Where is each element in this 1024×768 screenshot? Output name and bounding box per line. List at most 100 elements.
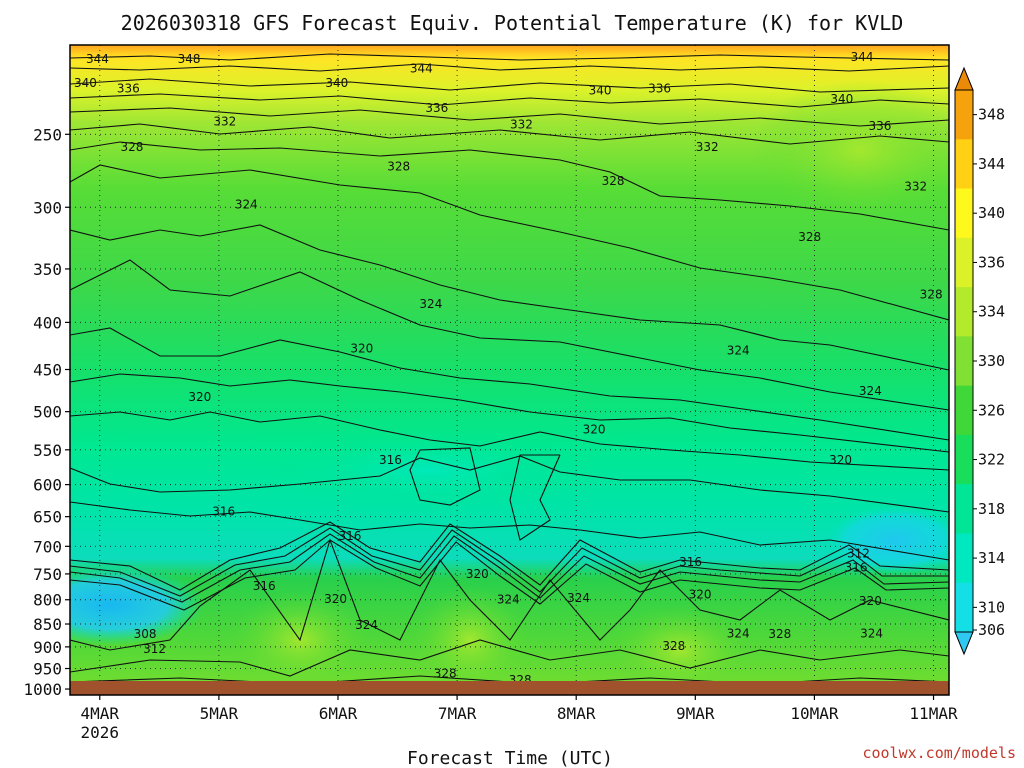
y-tick-label: 500 — [33, 403, 62, 422]
colorbar-segment — [955, 385, 973, 436]
contour-line — [70, 533, 949, 603]
terrain-bar — [70, 681, 949, 695]
contour-line — [70, 141, 949, 231]
contour-line — [70, 53, 949, 61]
contour-line — [70, 327, 949, 441]
warm-core-2 — [410, 585, 530, 695]
contour-label: 320 — [466, 567, 489, 581]
colorbar-segment — [955, 434, 973, 485]
x-tick-label: 7MAR — [438, 704, 477, 723]
contour-line — [509, 454, 561, 541]
credit-text: coolwx.com/models — [862, 744, 1016, 762]
contour-line — [70, 521, 949, 591]
colorbar-segment — [955, 484, 973, 534]
contour-line — [70, 78, 949, 93]
contour-label: 328 — [798, 230, 821, 244]
colorbar-segment — [955, 237, 973, 288]
contour-line — [70, 164, 949, 321]
contour-label: 328 — [662, 639, 685, 653]
contour-label: 336 — [868, 119, 891, 133]
contour-label: 328 — [768, 627, 791, 641]
contour-label: 316 — [253, 579, 276, 593]
colorbar-label: 340 — [978, 204, 1005, 222]
contour-label: 312 — [143, 642, 166, 656]
x-tick-label: 11MAR — [909, 704, 958, 723]
colorbar-label: 306 — [978, 621, 1005, 639]
contour-label: 344 — [410, 61, 433, 75]
contour-line — [70, 501, 949, 561]
contour-label: 324 — [419, 297, 442, 311]
colorbar-segment — [955, 188, 973, 239]
y-tick-label: 250 — [33, 125, 62, 144]
contour-label: 316 — [212, 505, 235, 519]
contour-label: 328 — [434, 667, 457, 681]
contour-label: 308 — [134, 627, 157, 641]
contour-line — [70, 93, 949, 108]
contour-line — [70, 224, 949, 371]
y-tick-label: 700 — [33, 537, 62, 556]
contour-label: 324 — [727, 343, 750, 357]
contour-label: 324 — [355, 618, 378, 632]
y-tick-label: 950 — [33, 660, 62, 679]
colorbar-segment — [955, 533, 973, 584]
x-tick-label: 9MAR — [676, 704, 715, 723]
contour-label: 332 — [213, 114, 236, 128]
contour-label: 312 — [847, 547, 870, 561]
grid-lines — [70, 45, 949, 695]
colorbar-label: 322 — [978, 451, 1005, 469]
colorbar-label: 348 — [978, 106, 1005, 124]
contour-label: 348 — [178, 52, 201, 66]
y-tick-label: 600 — [33, 476, 62, 495]
contour-label: 336 — [648, 82, 671, 96]
contour-label: 336 — [117, 82, 140, 96]
contour-label: 316 — [845, 560, 868, 574]
colorbar-label: 330 — [978, 352, 1005, 370]
y-tick-label: 800 — [33, 591, 62, 610]
contour-label: 340 — [74, 76, 97, 90]
contour-label: 328 — [602, 174, 625, 188]
colorbar-segment — [955, 287, 973, 337]
contour-label: 320 — [829, 453, 852, 467]
contour-line — [70, 259, 949, 411]
contour-line — [70, 538, 949, 651]
contour-label: 332 — [510, 118, 533, 132]
colorbar: 348 344 340 336 334 330 326 322 318 314 310 306 — [954, 66, 1005, 656]
contour-label: 332 — [904, 180, 927, 194]
contour-label: 320 — [324, 592, 347, 606]
contour-line — [70, 455, 949, 513]
contour-line — [70, 373, 949, 453]
y-tick-label: 850 — [33, 615, 62, 634]
contour-label: 340 — [830, 92, 853, 106]
colorbar-label: 318 — [978, 500, 1005, 518]
colorbar-segment — [955, 90, 973, 140]
contour-line — [70, 107, 949, 127]
x-tick-sublabel: 2026 — [81, 723, 120, 742]
contour-label: 316 — [338, 529, 361, 543]
y-tick-label: 900 — [33, 638, 62, 657]
y-tick-label: 350 — [33, 260, 62, 279]
x-tick-label: 8MAR — [557, 704, 596, 723]
colorbar-top-arrow — [954, 66, 974, 91]
contour-label: 328 — [120, 140, 143, 154]
contour-label: 320 — [859, 594, 882, 608]
warm-core-3 — [610, 605, 750, 695]
contour-label: 344 — [86, 52, 109, 66]
contour-line — [70, 123, 949, 145]
y-tick-label: 450 — [33, 361, 62, 380]
x-tick-label: 5MAR — [200, 704, 239, 723]
y-tick-label: 1000 — [23, 680, 62, 699]
colorbar-label: 314 — [978, 549, 1005, 567]
x-tick-label: 10MAR — [790, 704, 839, 723]
colorbar-bottom-arrow — [954, 631, 974, 656]
colorbar-segment — [955, 336, 973, 387]
colorbar-label: 326 — [978, 401, 1005, 419]
contour-label: 320 — [350, 342, 373, 356]
contour-label: 324 — [727, 626, 750, 640]
colorbar-segment — [955, 582, 973, 633]
colorbar-label: 310 — [978, 598, 1005, 616]
cold-pool-left — [70, 565, 205, 645]
plot-area: 344 348 344 344 340 336 340 336 340 336 340 332 332 3… — [70, 45, 949, 695]
colorbar-label: 344 — [978, 155, 1005, 173]
contour-label: 324 — [859, 384, 882, 398]
colorbar-label: 334 — [978, 303, 1005, 321]
